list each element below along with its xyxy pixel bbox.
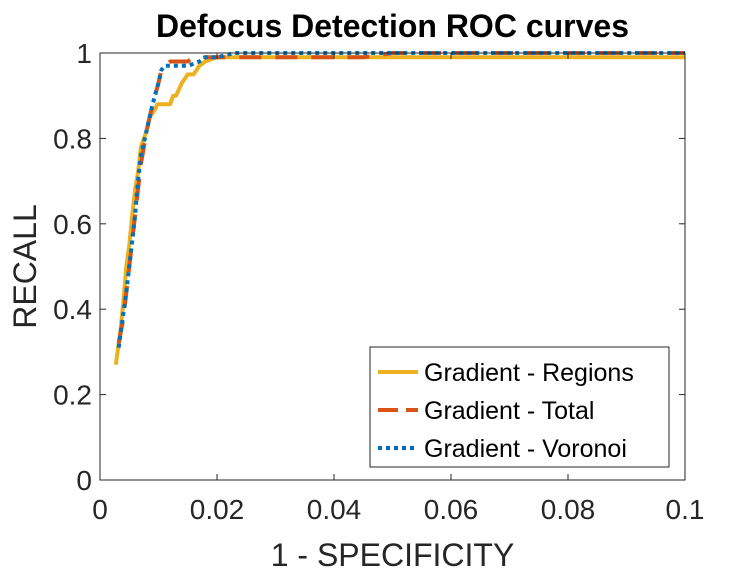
x-tick-label: 0.1: [666, 494, 705, 525]
y-tick-label: 0.6: [53, 209, 92, 240]
y-tick-label: 0.8: [53, 123, 92, 154]
y-tick-label: 0.4: [53, 294, 92, 325]
series-line-1: [113, 55, 685, 365]
x-axis: 0 0.02 0.04 0.06 0.08 0.1: [92, 53, 704, 525]
x-tick-label: 0.02: [190, 494, 245, 525]
x-tick-label: 0: [92, 494, 108, 525]
y-axis: 0 0.2 0.4 0.6 0.8 1: [53, 38, 685, 496]
legend-box: [369, 346, 670, 468]
y-tick-label: 0: [76, 465, 92, 496]
chart-title: Defocus Detection ROC curves: [156, 8, 629, 44]
series-line-2: [116, 51, 685, 344]
y-tick-label: 1: [76, 38, 92, 69]
y-axis-label: RECALL: [7, 204, 43, 329]
x-axis-label: 1 - SPECIFICITY: [271, 537, 515, 573]
axes-box: [99, 52, 686, 481]
x-tick-label: 0.04: [307, 494, 362, 525]
legend-label: Gradient - Regions: [424, 359, 634, 387]
x-tick-label: 0.08: [541, 494, 596, 525]
legend-label: Gradient - Voronoi: [424, 435, 627, 463]
y-tick-label: 0.2: [53, 380, 92, 411]
legend-label: Gradient - Total: [424, 397, 594, 425]
x-tick-label: 0.06: [424, 494, 479, 525]
legend: Gradient - Regions Gradient - Total Gradie…: [369, 346, 670, 468]
